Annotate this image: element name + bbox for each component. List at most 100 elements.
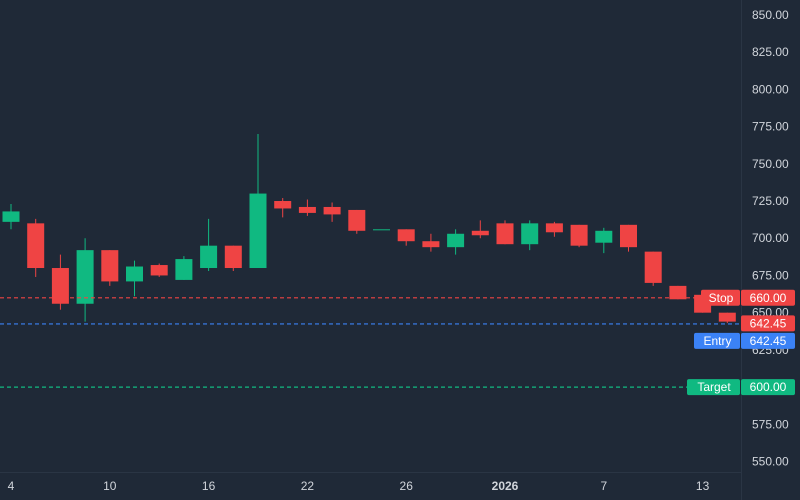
candle[interactable] [496,220,514,245]
candle[interactable] [101,250,119,286]
candle-body [373,229,390,231]
level-price-tag-stop-text: 660.00 [750,291,787,305]
candle-body [2,211,20,222]
price-tick-label: 825.00 [752,45,789,59]
candle-body [521,223,539,245]
level-name-text: Target [697,380,731,394]
candle[interactable] [570,224,588,248]
level-name-tag-entry[interactable]: Entry [694,332,740,349]
candle[interactable] [373,229,390,231]
candle[interactable] [595,227,613,254]
level-price-tag-entry-text: 642.45 [750,334,787,348]
candle-body [669,285,687,300]
level-name-tag-target[interactable]: Target [687,379,740,396]
candle-body [274,201,292,209]
candle[interactable] [620,224,637,252]
level-price-tag-target-text: 600.00 [750,380,787,394]
level-name-bg [694,332,740,349]
price-tick-label: 850.00 [752,8,789,22]
candle[interactable] [447,229,465,255]
candle-body [150,265,168,276]
level-name-bg [701,289,740,306]
time-tick-label: 2026 [492,479,519,493]
candle[interactable] [274,198,292,218]
price-tick-label: 575.00 [752,417,789,431]
candle-body [718,312,736,322]
candle[interactable] [249,134,267,269]
candle[interactable] [76,238,94,322]
candle-body [51,268,69,304]
time-tick-label: 26 [400,479,414,493]
candle[interactable] [2,203,20,230]
candle-body [298,206,316,213]
candle[interactable] [51,254,69,310]
price-tick-label: 675.00 [752,268,789,282]
candle-body [27,223,45,269]
candle[interactable] [422,233,440,252]
candle[interactable] [298,199,316,216]
candle-body [200,245,218,269]
candle-series [2,134,736,324]
candle-body [620,224,637,248]
candle-body [422,241,440,248]
candle-body [496,223,514,245]
candle[interactable] [224,245,242,271]
candle-body [447,233,465,248]
time-tick-label: 10 [103,479,117,493]
last-price-tag-bg [741,315,795,332]
candle-body [323,206,341,215]
candle-body [175,259,193,280]
price-tick-label: 550.00 [752,455,789,469]
candle-body [126,266,143,282]
candle[interactable] [669,285,687,300]
price-tick-label: 800.00 [752,82,789,96]
candle-body [224,245,242,269]
candle[interactable] [348,209,366,234]
candle-body [471,230,489,236]
candle[interactable] [545,221,563,237]
candle[interactable] [397,229,415,246]
time-tick-label: 22 [301,479,315,493]
candle[interactable] [718,312,736,324]
candle-body [76,250,94,304]
time-tick-label: 13 [696,479,710,493]
price-tick-label: 775.00 [752,120,789,134]
level-name-bg [687,379,740,396]
candle[interactable] [175,256,193,280]
candle-body [101,250,119,282]
candle[interactable] [471,220,489,239]
candle[interactable] [150,263,168,277]
price-levels: Stop 660.00 Entry 642.45 Target 600.00 642.45 [0,289,795,396]
candle-body [644,251,662,283]
time-tick-label: 16 [202,479,216,493]
price-tick-label: 750.00 [752,157,789,171]
level-price-tag-entry: 642.45 [741,332,795,349]
candle[interactable] [27,218,45,277]
candle-body [545,223,563,233]
time-axis[interactable]: 4 10 16 22 26 2026 7 13 [8,479,710,493]
candle[interactable] [126,260,143,297]
candle[interactable] [644,251,662,286]
candle-body [397,229,415,242]
last-price-tag: 642.45 [741,315,795,332]
last-price-tag-text: 642.45 [750,316,787,330]
candle[interactable] [323,202,341,222]
candle-body [348,209,366,231]
time-tick-label: 7 [600,479,607,493]
candle-body [570,224,588,246]
level-price-tag-target: 600.00 [741,379,795,396]
level-price-tag-target-bg [741,379,795,396]
candle[interactable] [521,220,539,251]
price-tick-label: 700.00 [752,231,789,245]
level-name-tag-stop[interactable]: Stop [701,289,740,306]
candle[interactable] [200,218,218,271]
level-price-tag-stop-bg [741,289,795,306]
level-price-tag-stop: 660.00 [741,289,795,306]
price-tick-label: 725.00 [752,194,789,208]
level-price-tag-entry-bg [741,332,795,349]
time-tick-label: 4 [8,479,15,493]
level-name-text: Entry [703,334,731,348]
